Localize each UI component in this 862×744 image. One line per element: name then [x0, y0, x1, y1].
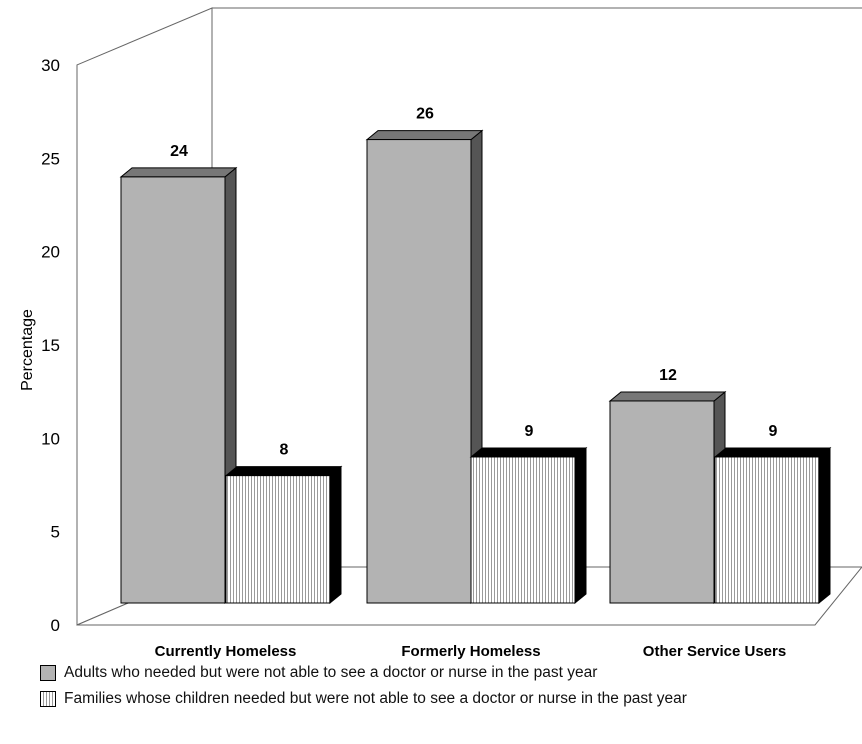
legend-item-adults: Adults who needed but were not able to s…	[40, 660, 687, 686]
bar-children	[224, 465, 343, 605]
y-axis-label: Percentage	[19, 309, 36, 391]
data-label: 12	[659, 367, 677, 384]
legend-swatch-children	[40, 691, 56, 707]
bar-top	[365, 130, 484, 141]
x-category-label: Other Service Users	[643, 643, 786, 660]
bar-top	[224, 466, 343, 477]
legend-label-children: Families whose children needed but were …	[64, 690, 687, 707]
y-tick-label: 20	[41, 243, 60, 262]
bar-face	[470, 456, 576, 604]
legend-item-children: Families whose children needed but were …	[40, 686, 687, 712]
bar-side	[574, 446, 587, 605]
bar-chart: 0 5 10 15 20 25 30 Percentage 24 8 26 9 12 9 Curren…	[19, 7, 862, 660]
data-label: 24	[170, 143, 188, 160]
bar-adults	[119, 166, 238, 605]
legend: Adults who needed but were not able to s…	[40, 660, 687, 712]
legend-swatch-adults	[40, 665, 56, 681]
bar-face	[120, 176, 226, 604]
y-tick-label: 5	[51, 523, 60, 542]
bar-children	[713, 446, 832, 605]
data-label: 9	[525, 423, 534, 440]
legend-label-adults: Adults who needed but were not able to s…	[64, 664, 598, 681]
bar-face	[609, 400, 715, 604]
bar-adults	[365, 129, 484, 605]
bars: 24 8 26 9 12 9	[119, 106, 832, 605]
bar-top	[119, 167, 238, 178]
data-label: 26	[416, 106, 434, 123]
x-axis: Currently Homeless Formerly Homeless Other…	[155, 643, 787, 660]
data-label: 8	[280, 442, 289, 459]
y-tick-label: 25	[41, 149, 60, 168]
bar-face	[714, 456, 820, 604]
y-tick-label: 30	[41, 56, 60, 75]
bar-face	[225, 475, 331, 604]
bar-side	[329, 465, 342, 605]
bar-top	[608, 391, 727, 402]
bar-face	[366, 139, 472, 604]
bar-top	[713, 447, 832, 458]
y-tick-label: 15	[41, 336, 60, 355]
bar-children	[469, 446, 588, 605]
x-category-label: Formerly Homeless	[401, 643, 540, 660]
bar-side	[818, 446, 831, 605]
bar-top	[469, 447, 588, 458]
y-axis: 0 5 10 15 20 25 30	[41, 56, 60, 635]
data-label: 9	[769, 423, 778, 440]
y-tick-label: 10	[41, 429, 60, 448]
x-category-label: Currently Homeless	[155, 643, 297, 660]
bar-adults	[608, 390, 727, 605]
y-tick-label: 0	[51, 616, 60, 635]
